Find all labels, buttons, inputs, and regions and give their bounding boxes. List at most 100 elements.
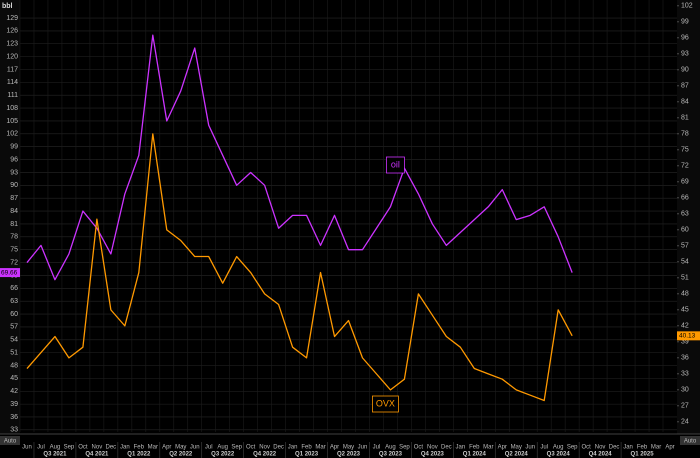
y-tick-label: 78: [10, 234, 18, 241]
y-tick-label: 123: [6, 41, 18, 48]
right-axis-panel: [677, 0, 700, 434]
y-tick-label: 72: [10, 259, 18, 266]
x-tick-label: Sep: [231, 445, 242, 451]
x-tick-label: Dec: [106, 445, 117, 451]
y2-tick-label: 57: [681, 243, 689, 250]
auto-button[interactable]: [0, 436, 20, 445]
x-tick-label: Jan: [455, 445, 465, 451]
last-value-tag: [677, 331, 700, 341]
y-tick-label: 84: [10, 208, 18, 215]
quarter-label: Q3 2023: [379, 452, 403, 458]
quarter-label: Q3 2021: [43, 452, 67, 458]
y-tick-label: 63: [10, 298, 18, 305]
x-tick-label: Mar: [315, 445, 325, 451]
x-tick-label: Mar: [148, 445, 158, 451]
y-tick-label: 36: [10, 414, 18, 421]
y2-tick-label: 33: [681, 371, 689, 378]
y2-tick-label: 39: [681, 339, 689, 346]
y2-tick-label: 27: [681, 403, 689, 410]
x-tick-label: Jan: [288, 445, 298, 451]
quarter-label: Q3 2022: [211, 452, 235, 458]
x-tick-label: Jan: [120, 445, 130, 451]
y-tick-label: 108: [6, 105, 18, 112]
x-tick-label: Feb: [637, 445, 648, 451]
x-tick-label: Dec: [273, 445, 284, 451]
x-tick-label: Jul: [205, 445, 213, 451]
y2-tick-label: 66: [681, 195, 689, 202]
x-tick-label: Feb: [134, 445, 145, 451]
last-value-tag: [0, 268, 20, 278]
y-tick-label: 93: [10, 169, 18, 176]
x-tick-label: Sep: [399, 445, 410, 451]
y2-tick-label: 78: [681, 131, 689, 138]
x-tick-label: Dec: [441, 445, 452, 451]
x-tick-label: Apr: [330, 445, 339, 451]
x-tick-label: Apr: [162, 445, 171, 451]
x-tick-label: Feb: [301, 445, 312, 451]
y-tick-label: 102: [6, 131, 18, 138]
series-line: [26, 34, 573, 281]
y-tick-label: 129: [6, 15, 18, 22]
y-tick-label: 45: [10, 375, 18, 382]
x-tick-label: Mar: [651, 445, 661, 451]
x-tick-label: Nov: [259, 445, 270, 451]
x-tick-label: Sep: [567, 445, 578, 451]
quarter-label: Q1 2025: [631, 452, 655, 458]
quarter-label: Q3 2024: [547, 452, 571, 458]
y-tick-label: 48: [10, 362, 18, 369]
y-tick-label: 33: [10, 427, 18, 434]
y2-tick-label: 99: [681, 19, 689, 26]
x-tick-label: Jun: [22, 445, 32, 451]
x-tick-label: Apr: [665, 445, 674, 451]
y-tick-label: 105: [6, 118, 18, 125]
quarter-label: Q4 2022: [253, 452, 277, 458]
y-tick-label: 54: [10, 337, 18, 344]
y2-tick-label: 72: [681, 163, 689, 170]
x-tick-label: Aug: [553, 445, 564, 451]
y-tick-label: 81: [10, 221, 18, 228]
y2-tick-label: 96: [681, 35, 689, 42]
auto-button[interactable]: [680, 436, 700, 445]
y-tick-label: 60: [10, 311, 18, 318]
y-tick-label: 51: [10, 349, 18, 356]
x-tick-label: Aug: [217, 445, 228, 451]
auto-button-label[interactable]: Auto: [4, 439, 17, 445]
y2-tick-label: 45: [681, 307, 689, 314]
quarter-label: Q4 2021: [85, 452, 109, 458]
y2-tick-label: 36: [681, 355, 689, 362]
y-tick-label: 57: [10, 324, 18, 331]
x-tick-label: Apr: [498, 445, 507, 451]
y2-tick-label: 51: [681, 275, 689, 282]
x-tick-label: May: [511, 445, 522, 451]
x-tick-label: Nov: [427, 445, 438, 451]
y2-tick-label: 87: [681, 83, 689, 90]
quarter-label: Q1 2023: [295, 452, 319, 458]
x-tick-label: Nov: [595, 445, 606, 451]
y-axis-unit: bbl: [2, 3, 13, 10]
x-tick-label: Aug: [385, 445, 396, 451]
auto-button-label[interactable]: Auto: [684, 439, 697, 445]
y-tick-label: 126: [6, 28, 18, 35]
quarter-label: Q2 2023: [337, 452, 361, 458]
y-tick-label: 111: [7, 92, 18, 99]
last-value-label: 40.13: [679, 333, 696, 340]
y2-tick-label: 60: [681, 227, 689, 234]
y2-tick-label: 63: [681, 211, 689, 218]
y2-tick-label: 93: [681, 51, 689, 58]
x-tick-label: Sep: [64, 445, 75, 451]
quarter-label: Q4 2023: [421, 452, 445, 458]
x-tick-label: Mar: [483, 445, 493, 451]
quarter-label: Q1 2022: [127, 452, 151, 458]
x-tick-label: Jun: [525, 445, 535, 451]
x-tick-label: Jul: [540, 445, 548, 451]
y-tick-label: 96: [10, 156, 18, 163]
series-label-box: [386, 156, 405, 174]
x-tick-label: Dec: [609, 445, 620, 451]
series-label: OVX: [376, 398, 395, 408]
y2-tick-label: 48: [681, 291, 689, 298]
last-value-label: 69.66: [1, 269, 18, 276]
y2-tick-label: 90: [681, 67, 689, 74]
y-tick-label: 42: [10, 388, 18, 395]
y-tick-label: 117: [7, 66, 18, 73]
